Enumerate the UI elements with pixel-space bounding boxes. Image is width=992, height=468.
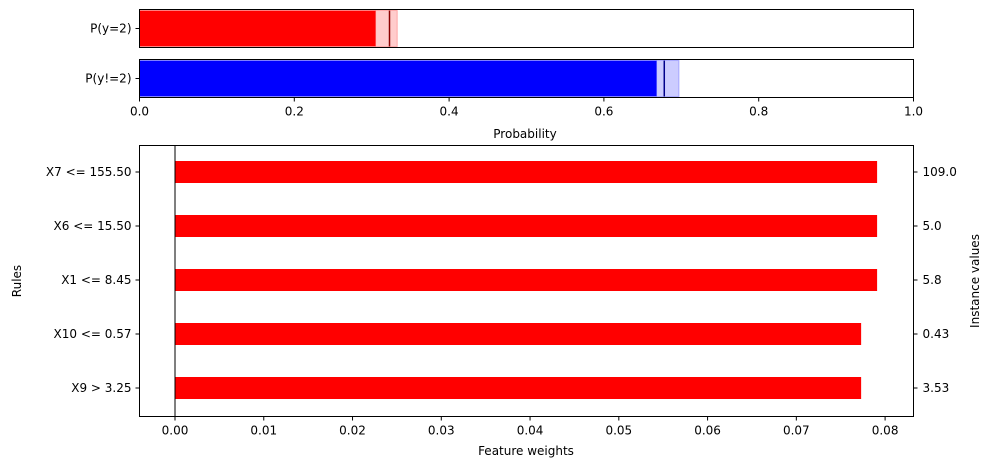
probability-x-tick-label: 0.2	[285, 105, 304, 119]
instance-value-labels: 109.0 5.0 5.8 0.43 3.53	[913, 165, 957, 395]
feature-weight-x-tick-label: 0.05	[605, 424, 632, 438]
probability-interval	[656, 60, 680, 97]
probability-axis-title: Probability	[493, 127, 556, 141]
rule-labels: X7 <= 155.50 X6 <= 15.50 X1 <= 8.45 X10 <= …	[46, 165, 140, 395]
instance-values-axis-title: Instance values	[968, 234, 982, 328]
feature-weight-bar	[175, 269, 878, 291]
probability-row: P(y!=2)	[85, 59, 914, 98]
instance-value-label: 3.53	[923, 381, 950, 395]
feature-weight-bar	[175, 377, 862, 399]
probability-x-axis: 0.0 0.2 0.4 0.6 0.8 1.0	[130, 97, 923, 119]
probability-x-tick-label: 0.6	[594, 105, 613, 119]
feature-weights-frame	[139, 145, 914, 417]
feature-weight-x-tick-label: 0.08	[872, 424, 899, 438]
feature-weight-bar	[175, 323, 862, 345]
feature-weight-bar	[175, 161, 878, 183]
instance-value-label: 0.43	[923, 327, 950, 341]
rule-label: X10 <= 0.57	[54, 327, 132, 341]
probability-x-tick-label: 0.4	[440, 105, 459, 119]
feature-weights-axis-title: Feature weights	[478, 444, 574, 458]
probability-x-tick-label: 0.8	[749, 105, 768, 119]
feature-weight-x-tick-label: 0.07	[783, 424, 810, 438]
rule-label: X1 <= 8.45	[61, 273, 131, 287]
feature-weight-x-tick-label: 0.02	[339, 424, 366, 438]
probability-interval	[375, 10, 398, 47]
probability-category-label: P(y=2)	[90, 22, 131, 36]
probability-category-label: P(y!=2)	[85, 72, 131, 86]
probability-x-tick-label: 1.0	[904, 105, 923, 119]
feature-weights-x-axis: 0.00 0.01 0.02 0.03 0.04 0.05 0.06 0.07 0.08	[162, 416, 899, 438]
probability-x-tick-label: 0.0	[130, 105, 149, 119]
probability-panel: P(y=2) P(y!=2) 0.0 0.2 0.4 0.6 0.8 1.0 Probabi…	[85, 9, 923, 141]
instance-value-label: 5.8	[923, 273, 942, 287]
feature-weight-x-tick-label: 0.01	[250, 424, 277, 438]
instance-value-label: 109.0	[923, 165, 957, 179]
rule-label: X6 <= 15.50	[54, 219, 132, 233]
probability-row: P(y=2)	[90, 9, 914, 48]
probability-bar	[139, 10, 376, 47]
instance-value-label: 5.0	[923, 219, 942, 233]
feature-weight-x-tick-label: 0.03	[428, 424, 455, 438]
rules-axis-title: Rules	[10, 265, 24, 297]
feature-weight-x-tick-label: 0.06	[694, 424, 721, 438]
feature-weights-panel: 0.00 0.01 0.02 0.03 0.04 0.05 0.06 0.07 0.08 X7 …	[10, 145, 982, 458]
feature-weight-x-tick-label: 0.04	[517, 424, 544, 438]
rule-label: X9 > 3.25	[71, 381, 131, 395]
probability-bar	[139, 60, 657, 97]
feature-weight-bar	[175, 215, 878, 237]
feature-weight-x-tick-label: 0.00	[162, 424, 189, 438]
rule-label: X7 <= 155.50	[46, 165, 132, 179]
